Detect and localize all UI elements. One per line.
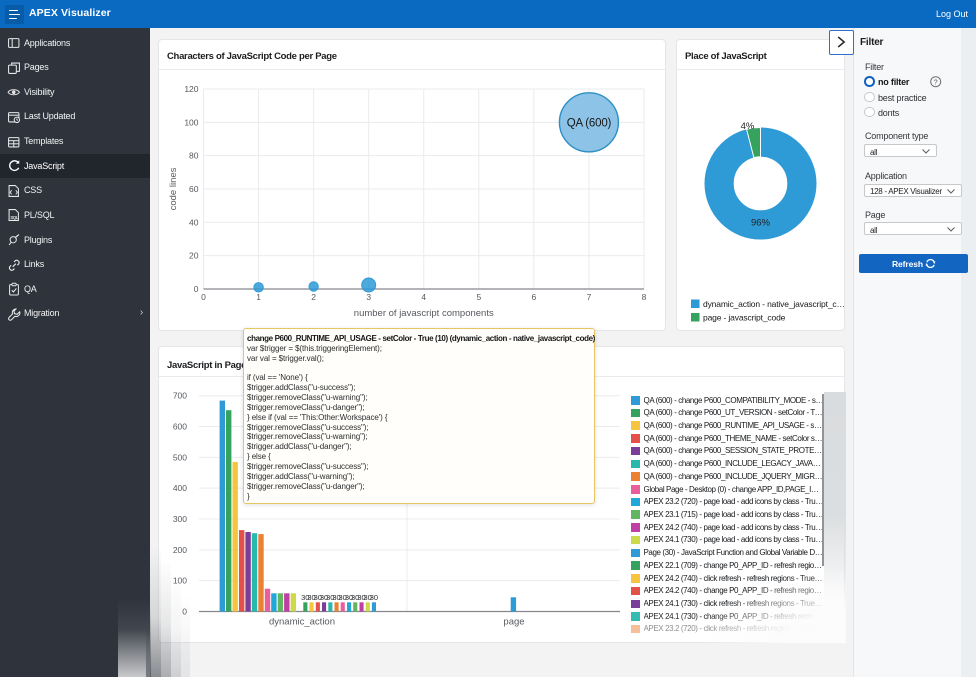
svg-text:30: 30	[301, 593, 309, 602]
svg-text:30: 30	[351, 593, 359, 602]
svg-text:100: 100	[184, 117, 198, 127]
svg-text:30: 30	[364, 593, 372, 602]
svg-text:500: 500	[173, 452, 187, 462]
svg-text:60: 60	[189, 184, 199, 194]
svg-text:120: 120	[184, 84, 198, 94]
svg-text:700: 700	[173, 391, 187, 401]
svg-text:0: 0	[182, 607, 187, 617]
svg-text:300: 300	[173, 514, 187, 524]
svg-text:number of javascript component: number of javascript components	[354, 308, 494, 319]
svg-text:4: 4	[421, 292, 426, 302]
svg-text:1: 1	[256, 292, 261, 302]
svg-text:4%: 4%	[741, 121, 755, 132]
svg-text:6: 6	[532, 292, 537, 302]
svg-text:30: 30	[345, 593, 353, 602]
svg-text:QA (600): QA (600)	[567, 117, 612, 129]
svg-text:30: 30	[307, 593, 315, 602]
svg-text:96%: 96%	[751, 217, 771, 228]
svg-text:30: 30	[332, 593, 340, 602]
svg-text:30: 30	[326, 593, 334, 602]
svg-text:20: 20	[189, 251, 199, 261]
svg-text:80: 80	[189, 151, 199, 161]
svg-text:8: 8	[642, 292, 647, 302]
svg-text:400: 400	[173, 483, 187, 493]
svg-text:SQL: SQL	[10, 215, 19, 220]
svg-text:3: 3	[366, 292, 371, 302]
svg-text:dynamic_action - native_javasc: dynamic_action - native_javascript_c…	[703, 299, 844, 309]
svg-text:0: 0	[194, 284, 199, 294]
svg-text:5: 5	[476, 292, 481, 302]
svg-text:7: 7	[587, 292, 592, 302]
svg-text:40: 40	[189, 217, 199, 227]
svg-text:0: 0	[201, 292, 206, 302]
svg-text:dynamic_action: dynamic_action	[269, 617, 335, 628]
svg-text:code lines: code lines	[168, 167, 179, 210]
svg-text:30: 30	[339, 593, 347, 602]
svg-text:30: 30	[314, 593, 322, 602]
svg-text:page: page	[503, 617, 524, 628]
svg-text:30: 30	[320, 593, 328, 602]
svg-text:30: 30	[357, 593, 365, 602]
svg-text:30: 30	[370, 593, 378, 602]
svg-text:page - javascript_code: page - javascript_code	[703, 313, 786, 323]
svg-text:?: ?	[934, 79, 938, 86]
svg-text:2: 2	[311, 292, 316, 302]
svg-text:200: 200	[173, 545, 187, 555]
svg-text:100: 100	[173, 576, 187, 586]
svg-text:600: 600	[173, 422, 187, 432]
